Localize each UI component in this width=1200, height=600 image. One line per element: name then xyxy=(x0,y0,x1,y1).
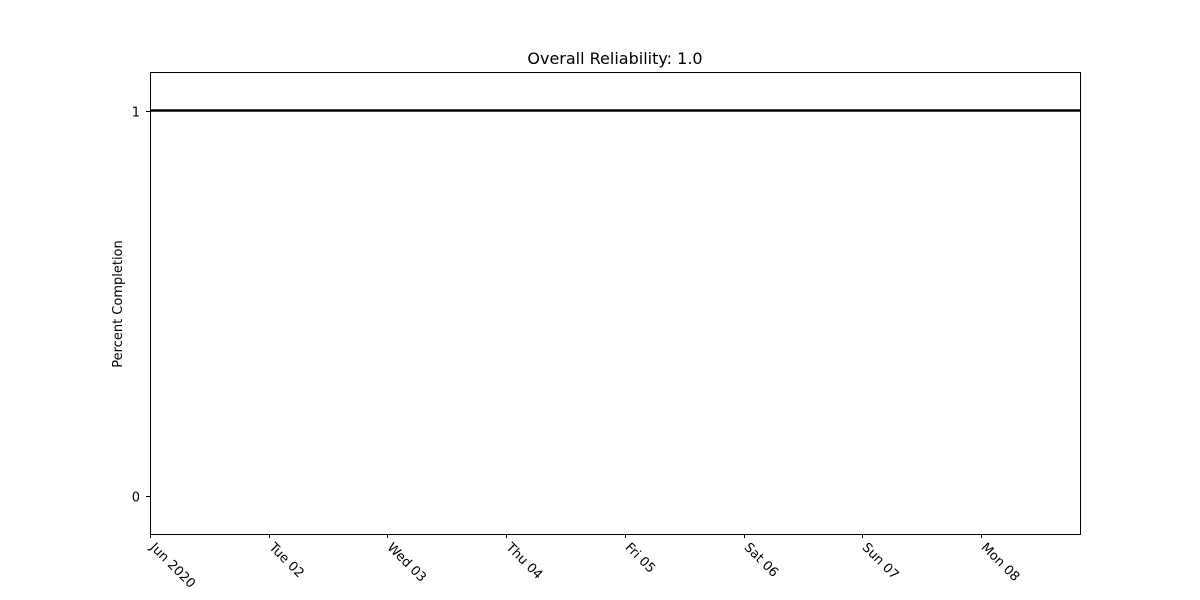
y-axis-ticks: 01 xyxy=(132,106,150,506)
y-axis-label: Percent Completion xyxy=(111,240,126,368)
chart-title: Overall Reliability: 1.0 xyxy=(527,49,702,68)
y-tick-label: 1 xyxy=(132,106,140,121)
y-tick-label: 0 xyxy=(132,491,140,506)
plot-frame xyxy=(150,72,1081,535)
